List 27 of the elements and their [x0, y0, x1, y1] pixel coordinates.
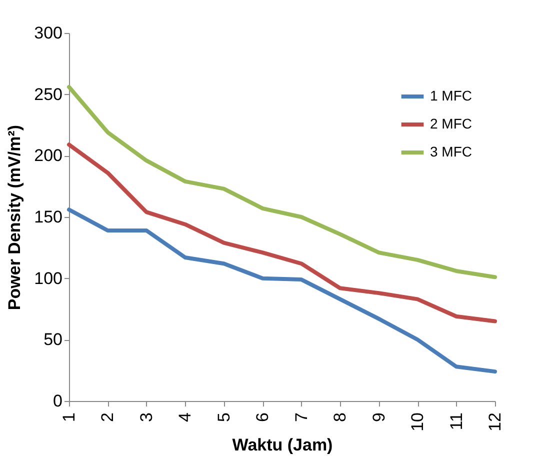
x-tick-label: 2 — [98, 412, 118, 422]
x-axis-title: Waktu (Jam) — [232, 435, 333, 454]
x-tick-label: 1 — [60, 412, 78, 422]
y-tick-label: 0 — [53, 392, 62, 410]
x-tick-label: 10 — [408, 412, 428, 432]
x-tick-label: 8 — [330, 412, 350, 422]
line-series — [67, 142, 497, 324]
y-tick-label: 250 — [34, 84, 62, 104]
legend-label: 1 MFC — [430, 88, 472, 104]
legend-label: 3 MFC — [430, 144, 472, 160]
legend-label: 2 MFC — [430, 116, 472, 132]
x-tick-label: 9 — [369, 412, 388, 422]
x-tick-label: 6 — [253, 412, 272, 422]
y-tick-label: 300 — [34, 24, 62, 42]
x-tick-label: 4 — [176, 412, 195, 422]
x-tick-label: 3 — [136, 412, 156, 422]
x-tick-label: 11 — [446, 412, 466, 430]
x-tick-label: 5 — [214, 412, 234, 422]
y-tick-label: 200 — [34, 146, 62, 166]
y-axis-title: Power Density (mV/m²) — [5, 124, 24, 310]
y-tick-label: 100 — [34, 268, 62, 288]
x-tick-label: 12 — [486, 412, 504, 432]
line-series — [67, 208, 497, 374]
y-tick-label: 150 — [34, 208, 62, 226]
x-tick-label: 7 — [292, 412, 311, 422]
line-series — [67, 84, 497, 280]
y-tick-label: 50 — [44, 330, 62, 350]
